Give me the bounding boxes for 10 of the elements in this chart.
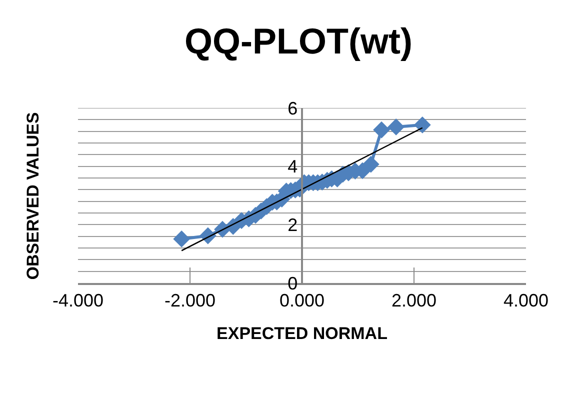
x-tick-label: -2.000 xyxy=(164,290,216,310)
x-axis-title: EXPECTED NORMAL xyxy=(216,324,388,344)
y-axis-title: OBSERVED VALUES xyxy=(24,112,43,280)
x-tick-label: 4.000 xyxy=(503,290,549,310)
y-tick-label: 2 xyxy=(288,214,298,235)
chart-title: QQ-PLOT(wt) xyxy=(184,20,412,62)
x-tick-label: -4.000 xyxy=(52,290,104,310)
y-tick-label: 4 xyxy=(288,156,298,177)
y-tick-label: 6 xyxy=(288,98,298,118)
x-tick-label: 2.000 xyxy=(391,290,437,310)
